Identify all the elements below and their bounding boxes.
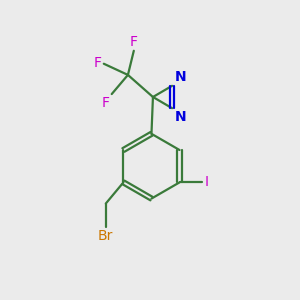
- Text: N: N: [174, 70, 186, 84]
- Text: I: I: [204, 176, 208, 189]
- Text: Br: Br: [98, 229, 113, 243]
- Text: N: N: [174, 110, 186, 124]
- Text: F: F: [94, 56, 102, 70]
- Text: F: F: [102, 96, 110, 110]
- Text: F: F: [130, 35, 138, 49]
